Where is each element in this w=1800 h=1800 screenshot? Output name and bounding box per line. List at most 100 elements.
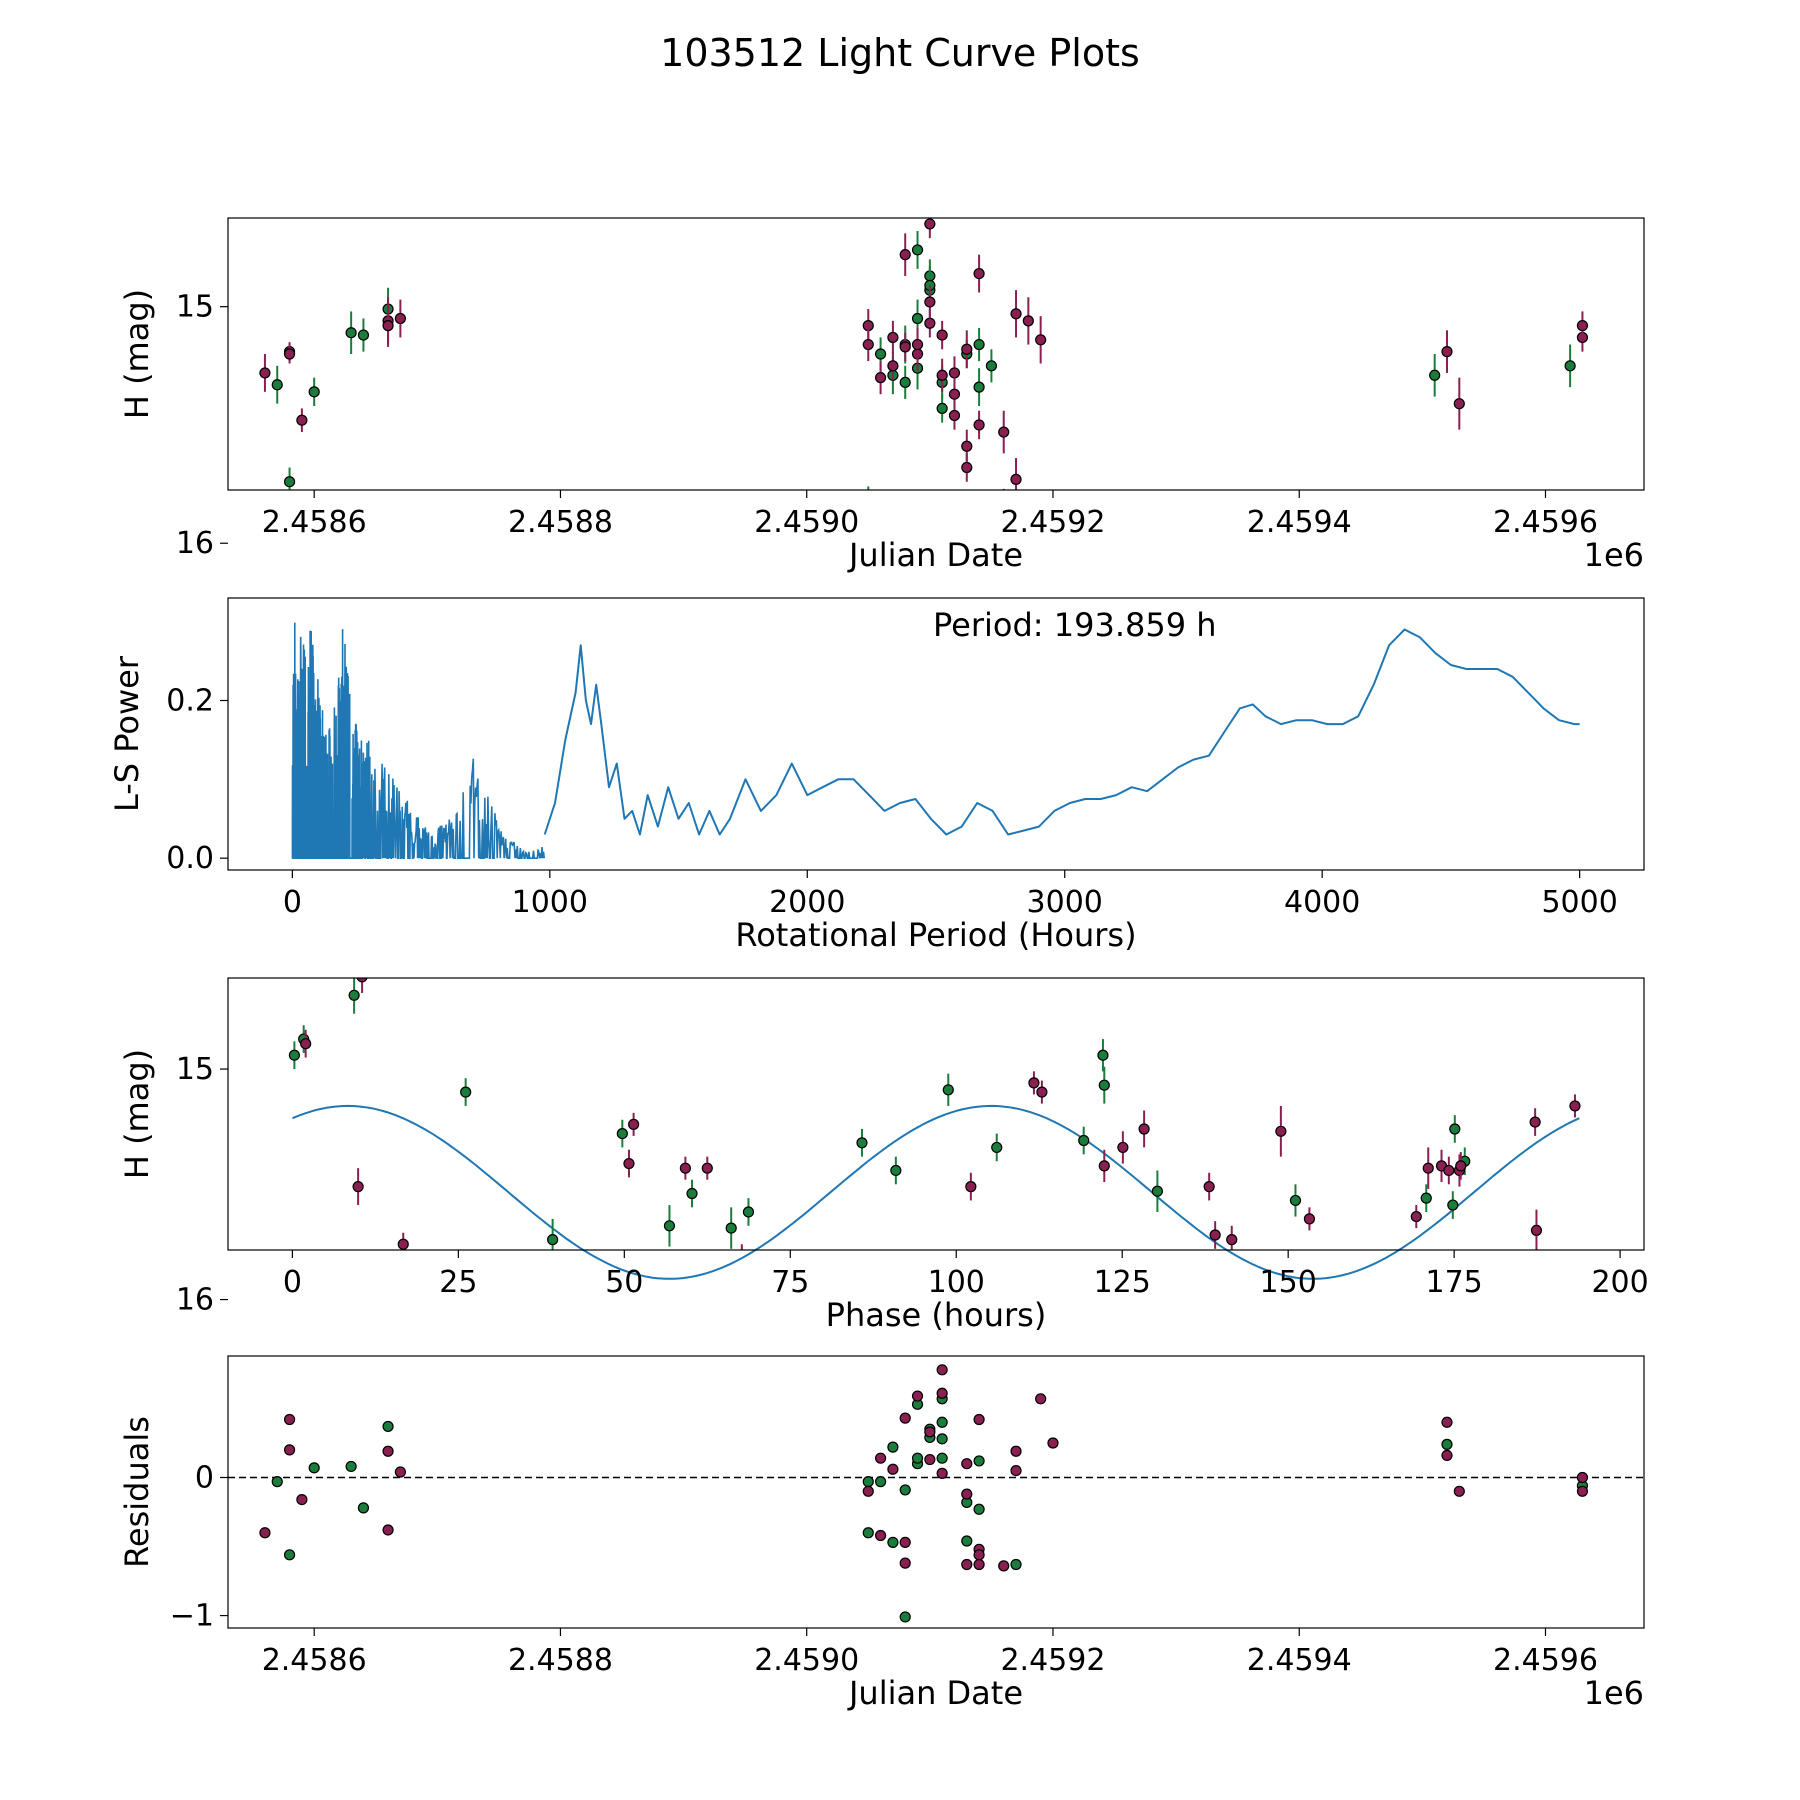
residuals-point-green <box>862 1476 874 1488</box>
phased-point-magenta <box>1346 1382 1356 1392</box>
phased-point-magenta <box>1209 1229 1221 1241</box>
phased-panel: 0 25 50 75 100 125 150 175 200 16 15 Phase (hours) H… <box>118 977 1649 1392</box>
periodogram-annotation: Period: 193.859 h <box>933 606 1217 644</box>
residuals-point-magenta <box>973 1558 985 1571</box>
phased-ytick-label: 15 <box>176 1052 214 1087</box>
lightcurve-point-green <box>863 500 873 510</box>
lightcurve-point-magenta <box>1010 473 1022 485</box>
phased-point-magenta <box>628 1118 640 1130</box>
lightcurve-point-green <box>911 244 924 256</box>
phased-point-green <box>1097 1049 1109 1061</box>
phased-point-green <box>1289 1194 1302 1207</box>
phased-point-magenta <box>397 1238 409 1250</box>
phased-point-magenta <box>1410 1210 1422 1223</box>
periodogram-xtick-label: 3000 <box>1027 885 1103 920</box>
lightcurve-point-magenta <box>887 360 899 372</box>
phased-point-green <box>890 1164 902 1177</box>
residuals-point-magenta <box>961 1458 973 1470</box>
periodogram-ytick-label: 0.2 <box>166 683 214 718</box>
phased-xtick-label: 175 <box>1426 1265 1483 1300</box>
residuals-ylabel: Residuals <box>118 1416 156 1568</box>
residuals-point-green <box>357 1502 370 1514</box>
residuals-points <box>259 1364 1589 1623</box>
phased-point-green <box>856 1137 868 1149</box>
lightcurve-point-green <box>973 381 985 393</box>
phased-point-green <box>1202 1292 1212 1302</box>
phased-xtick-label: 200 <box>1591 1265 1648 1300</box>
lightcurve-point-green <box>271 379 283 391</box>
periodogram-axes-frame <box>227 597 1645 871</box>
lightcurve-point-green <box>973 338 985 351</box>
phased-point-magenta <box>1303 1213 1316 1225</box>
periodogram-xtick-label: 1000 <box>512 885 588 920</box>
residuals-point-magenta <box>936 1467 948 1479</box>
phased-xtick-label: 125 <box>1094 1265 1151 1300</box>
residuals-point-magenta <box>1047 1437 1059 1449</box>
lightcurve-point-green <box>357 329 370 341</box>
phased-xtick-label: 0 <box>283 1265 302 1300</box>
lightcurve-xtick-label: 2.4586 <box>262 505 367 540</box>
residuals-xtick-label: 2.4596 <box>1493 1643 1598 1678</box>
lightcurve-xtick-label: 2.4588 <box>508 505 613 540</box>
residuals-point-magenta <box>998 1560 1010 1572</box>
phased-point-green <box>616 1127 628 1140</box>
lightcurve-point-green <box>283 476 296 488</box>
lightcurve-point-green <box>899 376 911 388</box>
lightcurve-point-magenta <box>924 218 936 230</box>
phased-point-magenta <box>1138 1123 1150 1135</box>
lightcurve-xlabel: Julian Date <box>847 536 1023 574</box>
phased-point-magenta <box>1358 1290 1368 1300</box>
phased-point-magenta <box>673 1380 683 1390</box>
residuals-point-magenta <box>1576 1471 1589 1484</box>
phased-point-magenta <box>1569 1100 1581 1112</box>
residuals-point-magenta <box>899 1412 911 1424</box>
lightcurve-xtick-label: 2.4590 <box>754 505 859 540</box>
phased-point-magenta <box>679 1162 691 1174</box>
phased-point-magenta <box>300 1038 312 1050</box>
lightcurve-point-magenta <box>296 414 308 426</box>
residuals-point-green <box>887 1536 899 1548</box>
phased-point-magenta <box>1275 1125 1287 1137</box>
periodogram-panel: 0 1000 2000 3000 4000 5000 0.0 0.2 Rotational Pe… <box>108 597 1645 954</box>
phased-point-green <box>1216 1290 1226 1300</box>
lightcurve-points <box>259 218 1589 510</box>
phased-xlabel: Phase (hours) <box>826 1296 1047 1334</box>
phased-point-magenta <box>623 1157 635 1170</box>
residuals-point-green <box>1010 1558 1022 1571</box>
phased-point-green <box>663 1220 676 1232</box>
residuals-point-magenta <box>936 1387 948 1399</box>
phased-point-green <box>1078 1134 1090 1147</box>
residuals-point-green <box>1441 1438 1453 1450</box>
phased-point-green <box>667 1378 677 1388</box>
residuals-xtick-label: 2.4588 <box>508 1643 613 1678</box>
phased-fit-curve <box>292 1104 1580 1280</box>
residuals-point-magenta <box>296 1493 308 1506</box>
phased-point-green <box>348 989 360 1001</box>
phased-point-green <box>1493 1373 1503 1383</box>
residuals-xtick-label: 2.4590 <box>754 1643 859 1678</box>
phased-xtick-label: 25 <box>439 1265 477 1300</box>
phased-point-magenta <box>701 1162 713 1174</box>
residuals-point-magenta <box>961 1488 973 1500</box>
lightcurve-panel: 2.4586 2.4588 2.4590 2.4592 2.4594 2.4596 16 15… <box>118 217 1645 574</box>
lightcurve-ytick-label: 15 <box>176 290 214 325</box>
lightcurve-axes-frame <box>227 217 1645 491</box>
lightcurve-point-magenta <box>948 367 961 379</box>
phased-points <box>288 978 1581 1392</box>
residuals-point-green <box>308 1462 320 1474</box>
periodogram-xtick-label: 4000 <box>1284 885 1360 920</box>
lightcurve-point-magenta <box>924 317 936 329</box>
residuals-point-green <box>887 1441 899 1453</box>
phased-point-magenta <box>1497 1306 1507 1316</box>
lightcurve-point-magenta <box>973 419 985 431</box>
lightcurve-point-magenta <box>948 388 961 400</box>
residuals-point-magenta <box>899 1557 911 1569</box>
residuals-point-green <box>911 1452 924 1464</box>
residuals-point-green <box>973 1503 985 1515</box>
residuals-point-magenta <box>1441 1449 1453 1462</box>
residuals-point-magenta <box>973 1413 985 1426</box>
residuals-point-green <box>862 1527 874 1539</box>
lightcurve-point-magenta <box>911 338 924 351</box>
lightcurve-point-magenta <box>936 369 948 381</box>
phased-point-magenta <box>1162 1297 1172 1307</box>
